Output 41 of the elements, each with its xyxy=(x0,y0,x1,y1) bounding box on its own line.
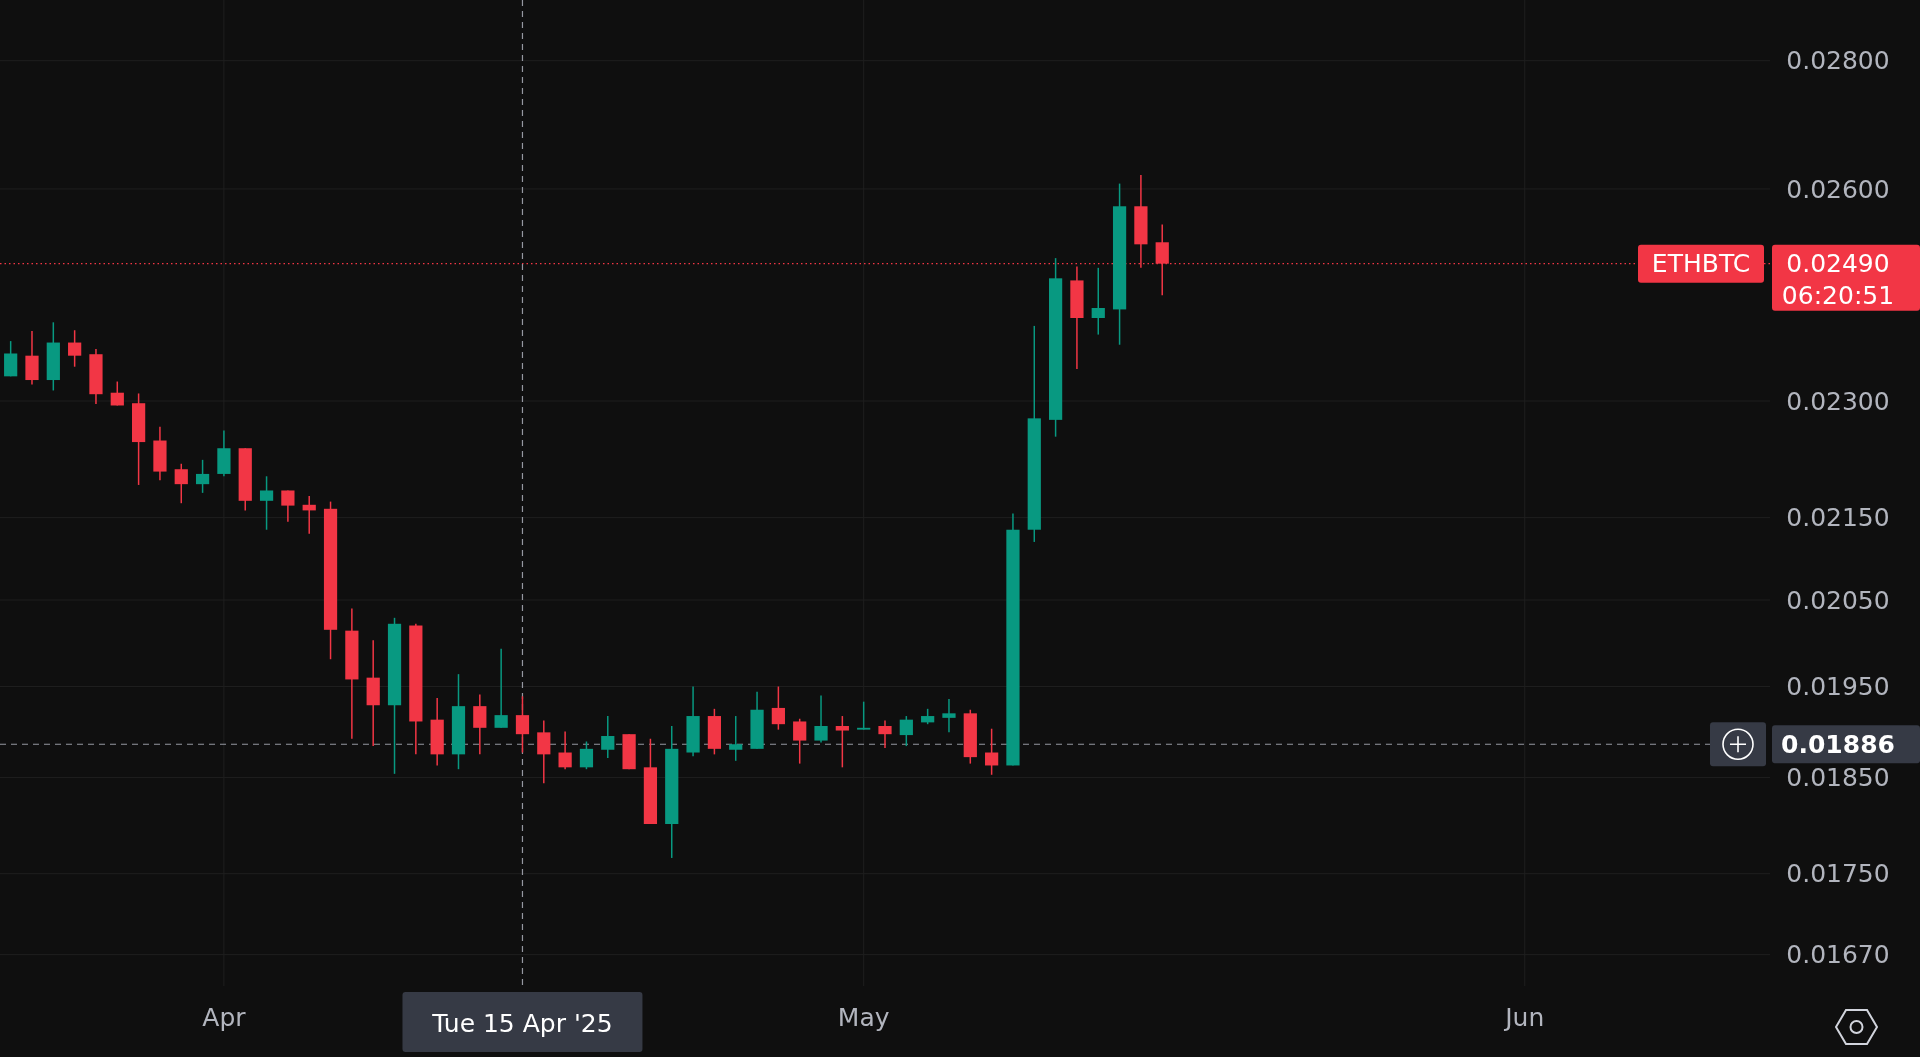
y-tick-label: 0.01670 xyxy=(1786,940,1890,970)
candlestick xyxy=(195,459,210,494)
candlestick xyxy=(558,730,572,770)
y-tick-label: 0.01850 xyxy=(1786,763,1890,793)
ref-line-label: Tue 15 Apr '25 xyxy=(431,1009,613,1038)
x-tick-label: Apr xyxy=(202,1003,247,1032)
candlestick xyxy=(281,489,295,523)
x-tick-label: May xyxy=(837,1003,890,1032)
candlestick xyxy=(494,648,508,729)
y-tick-label: 0.02050 xyxy=(1786,585,1890,615)
text: 06:20:51 xyxy=(1781,281,1895,311)
y-tick-label: 0.02800 xyxy=(1786,46,1890,76)
candlestick xyxy=(793,718,807,765)
candlestick xyxy=(985,727,999,776)
candlestick xyxy=(942,698,956,734)
candlestick xyxy=(835,715,849,769)
candlestick xyxy=(1091,267,1105,336)
candlestick xyxy=(878,719,892,749)
y-tick-label: 0.02600 xyxy=(1786,174,1890,204)
candlestick xyxy=(473,693,487,756)
candlestick xyxy=(579,740,594,770)
candlestick xyxy=(4,340,18,378)
candlestick xyxy=(771,685,785,731)
y-tick-label: 0.01950 xyxy=(1786,672,1890,702)
annotation: ETHBTC xyxy=(1651,249,1751,279)
candlestick xyxy=(814,694,828,744)
y-tick-label: 0.02300 xyxy=(1786,386,1890,416)
y-tick-label: 0.02150 xyxy=(1786,503,1890,533)
candlestick xyxy=(729,715,743,762)
candlestick xyxy=(515,695,530,754)
x-tick-label: Jun xyxy=(1503,1003,1545,1032)
ref-line-label: 0.02490 xyxy=(1786,249,1890,279)
candlestick xyxy=(259,475,274,531)
candlestick xyxy=(537,719,551,784)
y-tick-label: 0.01750 xyxy=(1786,859,1890,889)
candlestick xyxy=(601,715,615,759)
candlestick xyxy=(857,700,871,731)
ref-line-label: 0.01886 xyxy=(1781,729,1895,759)
candlestick xyxy=(899,715,913,747)
candlestick xyxy=(174,463,188,504)
candlestick xyxy=(68,329,82,368)
